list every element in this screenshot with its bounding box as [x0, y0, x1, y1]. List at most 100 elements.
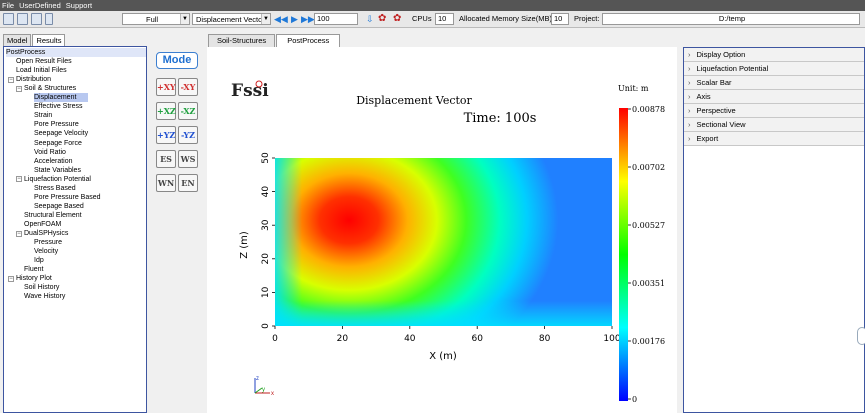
tree-item[interactable]: Stress Based — [34, 184, 76, 192]
tree-expander-icon[interactable]: − — [16, 176, 22, 183]
tab-soil-structures[interactable]: Soil-Structures — [208, 34, 276, 47]
tree-item[interactable]: Displacement — [34, 93, 88, 103]
tree-item[interactable]: History Plot — [16, 275, 52, 283]
render-viewport[interactable]: Fssi Displacement Vector Time: 100s Unit… — [207, 47, 677, 413]
play-icon[interactable]: ▶ — [291, 14, 298, 24]
option-section[interactable]: › Export — [684, 132, 864, 146]
option-section[interactable]: › Liquefaction Potential — [684, 62, 864, 76]
tree-item[interactable]: Idp — [34, 257, 44, 265]
tab-model[interactable]: Model — [3, 34, 32, 46]
view-minus-yz-button[interactable]: -YZ — [178, 126, 198, 144]
tree-item[interactable]: Structural Element — [24, 211, 82, 219]
tree-item[interactable]: Pore Pressure Based — [34, 193, 101, 201]
export-icon[interactable] — [17, 13, 28, 25]
view-minus-xz-button[interactable]: -XZ — [178, 102, 198, 120]
view-ws-button[interactable]: WS — [178, 150, 198, 168]
tree-item[interactable]: DualSPHysics — [24, 230, 69, 237]
tree-item[interactable]: Distribution — [16, 76, 52, 84]
option-section-label: Sectional View — [696, 120, 746, 129]
tree-item[interactable]: Seepage Velocity — [34, 130, 89, 138]
tree-item[interactable]: OpenFOAM — [24, 220, 62, 228]
frame-input[interactable]: 100 — [314, 13, 358, 25]
color-scale-label: 0.00176 — [632, 337, 665, 346]
tree-item[interactable]: Effective Stress — [34, 103, 83, 111]
tree-item[interactable]: Acceleration — [34, 157, 73, 165]
contour-plot: Fssi Displacement Vector Time: 100s Unit… — [231, 80, 665, 404]
tree-expander-icon[interactable]: − — [8, 76, 14, 83]
plot-title: Displacement Vector — [356, 94, 472, 107]
tree-item[interactable]: Load Initial Files — [16, 67, 67, 75]
tree-item[interactable]: Fluent — [24, 266, 44, 274]
tab-results[interactable]: Results — [32, 34, 66, 46]
y-tick-label: 50 — [261, 152, 271, 164]
gear-red-icon[interactable]: ✿ — [378, 13, 387, 24]
tree-item[interactable]: Wave History — [24, 293, 66, 301]
tree-item[interactable]: Velocity — [34, 248, 59, 256]
view-minus-xy-button[interactable]: -XY — [178, 78, 198, 96]
project-path-input[interactable]: D:/temp — [602, 13, 860, 25]
toolbar: Full ▼ Displacement Vector ▼ ◀◀ ▶ ▶▶ 100… — [0, 11, 865, 28]
triad-y-label: y — [262, 387, 265, 393]
option-section[interactable]: › Sectional View — [684, 118, 864, 132]
chevron-right-icon: › — [688, 120, 691, 129]
postprocess-tree: PostProcess Open Result Files Load Initial… — [3, 46, 147, 413]
tree-item[interactable]: State Variables — [34, 166, 81, 174]
cpus-input[interactable]: 10 — [435, 13, 454, 25]
gear-blue-icon[interactable]: ✿ — [393, 13, 402, 24]
view-plus-yz-button[interactable]: +YZ — [156, 126, 176, 144]
tree-expander-icon[interactable]: − — [16, 230, 22, 237]
view-mode-select[interactable]: Full ▼ — [122, 13, 190, 25]
chevron-right-icon: › — [688, 78, 691, 87]
panel-icon[interactable] — [45, 13, 53, 25]
save-icon[interactable] — [31, 13, 42, 25]
y-tick-label: 0 — [261, 323, 271, 329]
tree-item[interactable]: Strain — [34, 112, 53, 120]
option-section-label: Display Option — [696, 50, 746, 59]
memory-input[interactable]: 10 — [551, 13, 569, 25]
option-section[interactable]: › Scalar Bar — [684, 76, 864, 90]
view-plus-xz-button[interactable]: +XZ — [156, 102, 176, 120]
tab-postprocess[interactable]: PostProcess — [276, 34, 341, 47]
view-es-button[interactable]: ES — [156, 150, 176, 168]
tree-item[interactable]: Pressure — [34, 239, 63, 247]
view-en-button[interactable]: EN — [178, 174, 198, 192]
tree-item[interactable]: Seepage Force — [34, 139, 82, 147]
view-mode-value: Full — [146, 14, 159, 24]
time-label: Time: 100s — [464, 111, 537, 126]
download-icon[interactable]: ⇩ — [366, 14, 374, 24]
side-scroll-handle[interactable] — [857, 327, 865, 345]
option-section[interactable]: › Perspective — [684, 104, 864, 118]
view-plus-xy-button[interactable]: +XY — [156, 78, 176, 96]
menu-file[interactable]: File — [2, 1, 15, 10]
color-scale-label: 0.00351 — [632, 279, 665, 288]
tree-item[interactable]: Liquefaction Potential — [24, 175, 91, 183]
chevron-down-icon: ▼ — [180, 14, 189, 24]
y-axis-label: Z (m) — [239, 231, 250, 259]
x-axis-label: X (m) — [429, 351, 457, 362]
view-wn-button[interactable]: WN — [156, 174, 176, 192]
mode-button[interactable]: Mode — [156, 52, 198, 69]
tree-expander-icon[interactable]: − — [16, 85, 22, 92]
tree-item[interactable]: Void Ratio — [34, 148, 66, 156]
options-panel: › Display Option › Liquefaction Potential › S… — [683, 47, 865, 413]
triad-z-label: z — [256, 376, 259, 382]
tree-item[interactable]: Pore Pressure — [34, 121, 79, 129]
x-tick-label: 0 — [272, 334, 278, 344]
tree-item[interactable]: Seepage Based — [34, 202, 84, 210]
step-back-icon[interactable]: ◀◀ — [274, 14, 288, 24]
project-label: Project: — [574, 14, 600, 23]
step-forward-icon[interactable]: ▶▶ — [301, 14, 315, 24]
menu-support[interactable]: Support — [65, 1, 93, 10]
tree-item[interactable]: Open Result Files — [16, 58, 72, 66]
tree-item[interactable]: Soil & Structures — [24, 85, 77, 93]
tree-expander-icon[interactable]: − — [8, 275, 14, 282]
tree-item[interactable]: PostProcess — [6, 48, 146, 57]
result-type-select[interactable]: Displacement Vector ▼ — [192, 13, 271, 25]
menu-userdefined[interactable]: UserDefined — [19, 1, 61, 10]
open-folder-icon[interactable] — [3, 13, 14, 25]
tree-item[interactable]: Soil History — [24, 284, 60, 292]
fssi-logo: Fssi — [231, 81, 269, 101]
option-section[interactable]: › Display Option — [684, 48, 864, 62]
option-section-label: Axis — [696, 92, 711, 101]
option-section[interactable]: › Axis — [684, 90, 864, 104]
